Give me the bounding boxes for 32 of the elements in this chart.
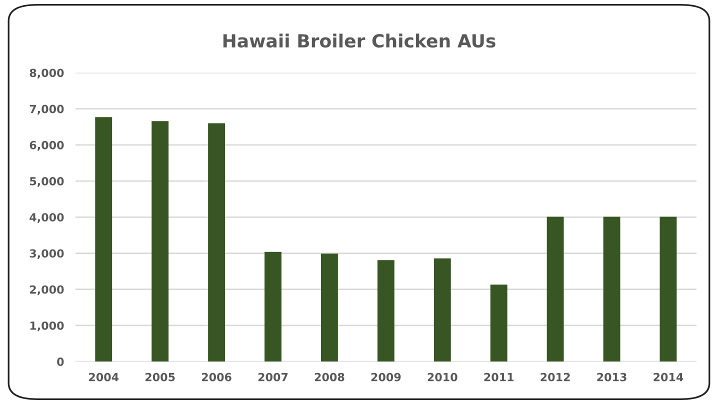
bar <box>660 216 677 362</box>
bar <box>377 260 394 362</box>
bar <box>208 123 226 362</box>
x-tick-label: 2009 <box>371 372 401 382</box>
x-tick-label: 2007 <box>258 372 288 382</box>
y-tick-label: 5,000 <box>30 177 64 187</box>
bar <box>434 258 451 362</box>
x-tick-label: 2008 <box>314 372 344 382</box>
y-tick-label: 2,000 <box>30 285 64 296</box>
bar <box>264 252 282 362</box>
y-tick-label: 8,000 <box>30 68 64 79</box>
y-tick-label: 4,000 <box>30 213 64 223</box>
x-tick-label: 2004 <box>89 372 119 382</box>
y-tick-label: 7,000 <box>30 104 64 115</box>
bar <box>546 216 564 362</box>
bar <box>320 254 338 362</box>
bar <box>95 117 112 362</box>
bar <box>152 121 169 362</box>
bar <box>603 216 620 362</box>
x-tick-label: 2014 <box>654 372 684 382</box>
x-tick-label: 2013 <box>597 372 626 382</box>
y-tick-label: 0 <box>57 358 64 366</box>
bar <box>490 284 508 362</box>
chart-title: Hawaii Broiler Chicken AUs <box>223 34 496 48</box>
x-tick-label: 2005 <box>146 372 175 382</box>
x-tick-label: 2010 <box>428 372 458 382</box>
y-tick-label: 3,000 <box>30 249 64 260</box>
x-tick-label: 2006 <box>202 372 232 382</box>
y-tick-label: 6,000 <box>30 140 64 151</box>
y-tick-label: 1,000 <box>30 321 64 332</box>
x-tick-label: 2011 <box>484 372 514 382</box>
x-tick-label: 2012 <box>540 372 570 382</box>
